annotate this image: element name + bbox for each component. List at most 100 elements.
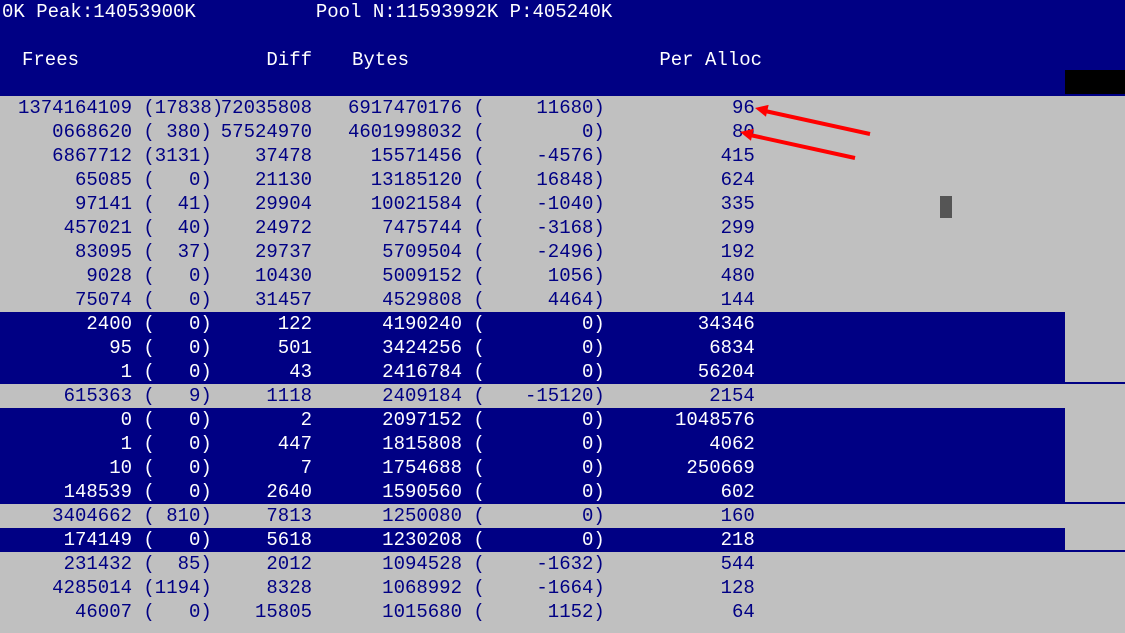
- cell-diff: 29904: [202, 192, 312, 216]
- table-row: 4285014 (1194)83281068992 (-1664)128: [0, 576, 1125, 600]
- cell-peralloc: 480: [605, 264, 755, 288]
- cell-paren2: -1664): [485, 576, 605, 600]
- cell-peralloc: 144: [605, 288, 755, 312]
- cell-peralloc: 1048576: [605, 408, 755, 432]
- cell-paren2: -2496): [485, 240, 605, 264]
- table-row: 6867712 (3131)3747815571456 (-4576)415: [0, 144, 1125, 168]
- cell-paren2: 0): [485, 528, 605, 552]
- cell-diff: 24972: [202, 216, 312, 240]
- cell-bytes: 4601998032: [312, 120, 462, 144]
- cell-frees: 75074: [2, 288, 132, 312]
- cell-diff: 447: [202, 432, 312, 456]
- cell-diff: 57524970: [202, 120, 312, 144]
- cell-paren2: 0): [485, 504, 605, 528]
- cell-paren2: 0): [485, 480, 605, 504]
- table-row: 1 ( 0)4471815808 (0)4062: [0, 432, 1125, 456]
- open-paren: (: [462, 384, 485, 408]
- cell-paren2: 0): [485, 312, 605, 336]
- cell-frees: 457021: [2, 216, 132, 240]
- cell-peralloc: 335: [605, 192, 755, 216]
- cell-paren: ( 85): [132, 552, 202, 576]
- cell-bytes: 1754688: [312, 456, 462, 480]
- cell-paren2: 0): [485, 408, 605, 432]
- cell-paren2: -15120): [485, 384, 605, 408]
- cell-paren: ( 0): [132, 600, 202, 624]
- cell-diff: 29737: [202, 240, 312, 264]
- table-row: 174149 ( 0)56181230208 (0)218: [0, 528, 1125, 552]
- cell-bytes: 1590560: [312, 480, 462, 504]
- cell-paren2: 0): [485, 456, 605, 480]
- cell-paren2: 1056): [485, 264, 605, 288]
- cell-peralloc: 64: [605, 600, 755, 624]
- table-row: 231432 ( 85)20121094528 (-1632)544: [0, 552, 1125, 576]
- cell-peralloc: 250669: [605, 456, 755, 480]
- table-row: 95 ( 0)5013424256 (0)6834: [0, 336, 1125, 360]
- peak-label: 0K Peak:14053900K: [2, 0, 316, 24]
- open-paren: (: [462, 288, 485, 312]
- cell-bytes: 3424256: [312, 336, 462, 360]
- cell-paren: ( 0): [132, 456, 202, 480]
- cell-peralloc: 6834: [605, 336, 755, 360]
- open-paren: (: [462, 576, 485, 600]
- cell-paren: ( 380): [132, 120, 202, 144]
- cell-peralloc: 56204: [605, 360, 755, 384]
- spacer-row: [0, 24, 1125, 48]
- open-paren: (: [462, 456, 485, 480]
- cell-paren: ( 0): [132, 432, 202, 456]
- open-paren: (: [462, 504, 485, 528]
- cell-paren2: -1632): [485, 552, 605, 576]
- table-row: 457021 ( 40)249727475744 (-3168)299: [0, 216, 1125, 240]
- cell-bytes: 4190240: [312, 312, 462, 336]
- cell-bytes: 5009152: [312, 264, 462, 288]
- open-paren: (: [462, 240, 485, 264]
- cell-paren2: 0): [485, 120, 605, 144]
- hdr-frees: Frees: [2, 48, 132, 72]
- hdr-diff: Diff: [132, 48, 312, 72]
- open-paren: (: [462, 480, 485, 504]
- cell-diff: 72035808: [202, 96, 312, 120]
- hdr-peralloc: Per Alloc: [462, 48, 762, 72]
- open-paren: (: [462, 144, 485, 168]
- cell-diff: 31457: [202, 288, 312, 312]
- cell-frees: 2400: [2, 312, 132, 336]
- table-row: 10 ( 0)71754688 (0)250669: [0, 456, 1125, 480]
- cell-paren2: 1152): [485, 600, 605, 624]
- cell-bytes: 1068992: [312, 576, 462, 600]
- open-paren: (: [462, 120, 485, 144]
- cell-peralloc: 218: [605, 528, 755, 552]
- cell-paren2: 0): [485, 432, 605, 456]
- hdr-bytes: Bytes: [312, 48, 462, 72]
- cell-paren2: 16848): [485, 168, 605, 192]
- open-paren: (: [462, 96, 485, 120]
- cell-diff: 10430: [202, 264, 312, 288]
- cell-peralloc: 602: [605, 480, 755, 504]
- cell-bytes: 13185120: [312, 168, 462, 192]
- cell-paren2: -1040): [485, 192, 605, 216]
- cell-paren2: -4576): [485, 144, 605, 168]
- cell-bytes: 10021584: [312, 192, 462, 216]
- cell-paren: ( 41): [132, 192, 202, 216]
- table-row: 1 ( 0)432416784 (0)56204: [0, 360, 1125, 384]
- table-row: 2400 ( 0)1224190240 (0)34346: [0, 312, 1125, 336]
- cell-paren: (1194): [132, 576, 202, 600]
- cell-bytes: 6917470176: [312, 96, 462, 120]
- right-block: [1065, 526, 1125, 550]
- cell-bytes: 5709504: [312, 240, 462, 264]
- open-paren: (: [462, 552, 485, 576]
- table-row: 1374164109 (17838)720358086917470176 (11…: [0, 96, 1125, 120]
- cell-diff: 8328: [202, 576, 312, 600]
- cell-paren: (17838): [132, 96, 202, 120]
- cell-paren: ( 0): [132, 312, 202, 336]
- cell-frees: 46007: [2, 600, 132, 624]
- cell-peralloc: 96: [605, 96, 755, 120]
- open-paren: (: [462, 336, 485, 360]
- cell-peralloc: 128: [605, 576, 755, 600]
- cell-bytes: 1815808: [312, 432, 462, 456]
- cell-diff: 1118: [202, 384, 312, 408]
- cell-bytes: 2097152: [312, 408, 462, 432]
- cell-paren: ( 0): [132, 480, 202, 504]
- cell-diff: 2: [202, 408, 312, 432]
- cell-paren: ( 0): [132, 336, 202, 360]
- cell-paren2: 0): [485, 336, 605, 360]
- cell-frees: 83095: [2, 240, 132, 264]
